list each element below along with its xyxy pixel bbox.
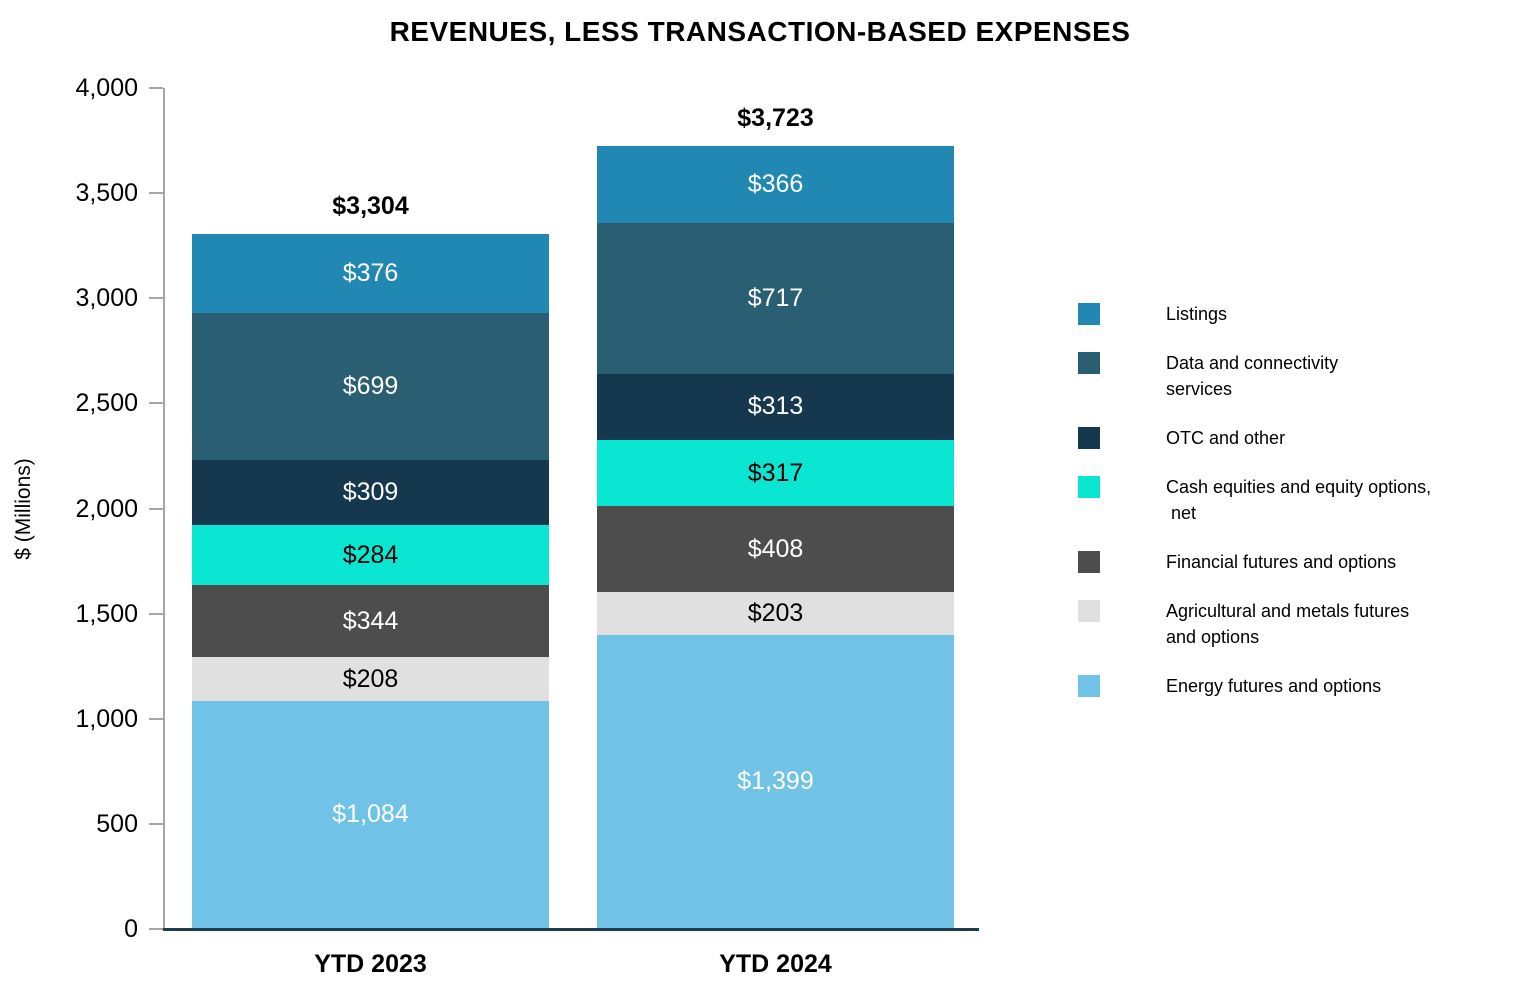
legend-swatch [1078,303,1100,325]
bar-segment-value-label: $284 [342,540,399,569]
legend-item: Listings [1078,301,1431,327]
legend-item: OTC and other [1078,425,1431,451]
y-tick-mark [149,297,163,300]
y-tick-mark [149,87,163,89]
y-tick-label: 3,000 [75,284,138,313]
legend-item-label: Listings [1166,304,1228,324]
legend-item-label: Financial futures and options [1166,552,1397,572]
y-tick-label: 500 [96,809,138,838]
y-tick-mark [149,822,163,825]
bar-segment: $284 [192,525,549,585]
y-tick-label: 0 [124,915,138,943]
bar-segment: $699 [192,313,549,461]
legend-swatch [1078,600,1100,622]
legend: Listings Data and connectivity services OT… [1078,301,1431,722]
legend-item-label: Data and connectivity services [1166,353,1339,399]
legend-swatch [1078,551,1100,573]
y-axis-line [163,88,165,929]
legend-item: Financial futures and options [1078,549,1431,575]
chart-title: REVENUES, LESS TRANSACTION-BASED EXPENSE… [389,16,1131,47]
y-tick-label: 1,000 [75,704,138,733]
bar-segment-value-label: $408 [747,534,804,563]
y-tick-label: 2,000 [75,494,138,523]
y-tick-label: 2,500 [75,389,138,418]
legend-item: Data and connectivity services [1078,350,1431,402]
bar-segment: $208 [192,657,549,702]
bar-segment-value-label: $313 [747,392,804,421]
bar-segment-value-label: $208 [342,664,399,693]
legend-item-label: Cash equities and equity options, net [1166,477,1432,523]
bar-segment-value-label: $309 [342,478,399,507]
x-category-label: YTD 2024 [719,950,832,978]
bar-segment: $309 [192,460,549,526]
bar-ytd-2024: $366 $717 $313 $317 $408 $203 $1,399 [597,146,954,929]
bar-segment: $313 [597,373,954,440]
bar-segment-value-label: $717 [747,284,804,313]
x-category-label: YTD 2023 [314,950,427,978]
legend-item: Cash equities and equity options, net [1078,474,1431,526]
bar-segment: $408 [597,506,954,593]
legend-swatch [1078,476,1100,498]
bar-segment: $376 [192,234,549,314]
bar-ytd-2023: $376 $699 $309 $284 $344 $208 $1,084 [192,234,549,929]
legend-item: Energy futures and options [1078,673,1431,699]
plot-area: 0 500 1,000 1,500 2,000 2,500 3,000 3,500 4,000 $… [75,74,979,978]
bar-segment: $317 [597,439,954,507]
bar-segment-value-label: $699 [342,372,399,401]
legend-item-label: OTC and other [1166,428,1286,448]
y-tick-mark [149,928,163,930]
y-tick-mark [149,717,163,720]
y-tick-mark [149,612,163,615]
legend-item: Agricultural and metals futures and opti… [1078,598,1431,650]
y-tick-label: 4,000 [75,74,138,102]
bar-segment-value-label: $376 [342,259,399,288]
legend-swatch [1078,675,1100,697]
bar-segment: $203 [597,592,954,635]
bar-segment: $1,084 [192,701,549,929]
bar-segment-value-label: $317 [747,458,804,487]
bar-segment-value-label: $1,399 [737,767,814,796]
legend-swatch [1078,427,1100,449]
y-tick-label: 3,500 [75,179,138,208]
y-tick-mark [149,507,163,510]
bar-total-label: $3,723 [737,104,814,133]
y-tick-mark [149,402,163,405]
bar-segment-value-label: $203 [747,598,804,627]
bar-segment-value-label: $366 [747,170,804,199]
bar-segment: $344 [192,585,549,658]
bar-segment-value-label: $1,084 [332,800,409,829]
bar-segment-value-label: $344 [342,606,399,635]
x-axis-baseline [163,928,979,931]
bar-segment: $366 [597,146,954,224]
y-tick-mark [149,192,163,195]
legend-swatch [1078,352,1100,374]
y-tick-label: 1,500 [75,599,138,628]
legend-item-label: Energy futures and options [1166,676,1382,696]
bar-total-label: $3,304 [332,192,409,221]
bar-segment: $717 [597,223,954,374]
legend-item-label: Agricultural and metals futures and opti… [1166,601,1410,647]
bar-segment: $1,399 [597,634,954,929]
